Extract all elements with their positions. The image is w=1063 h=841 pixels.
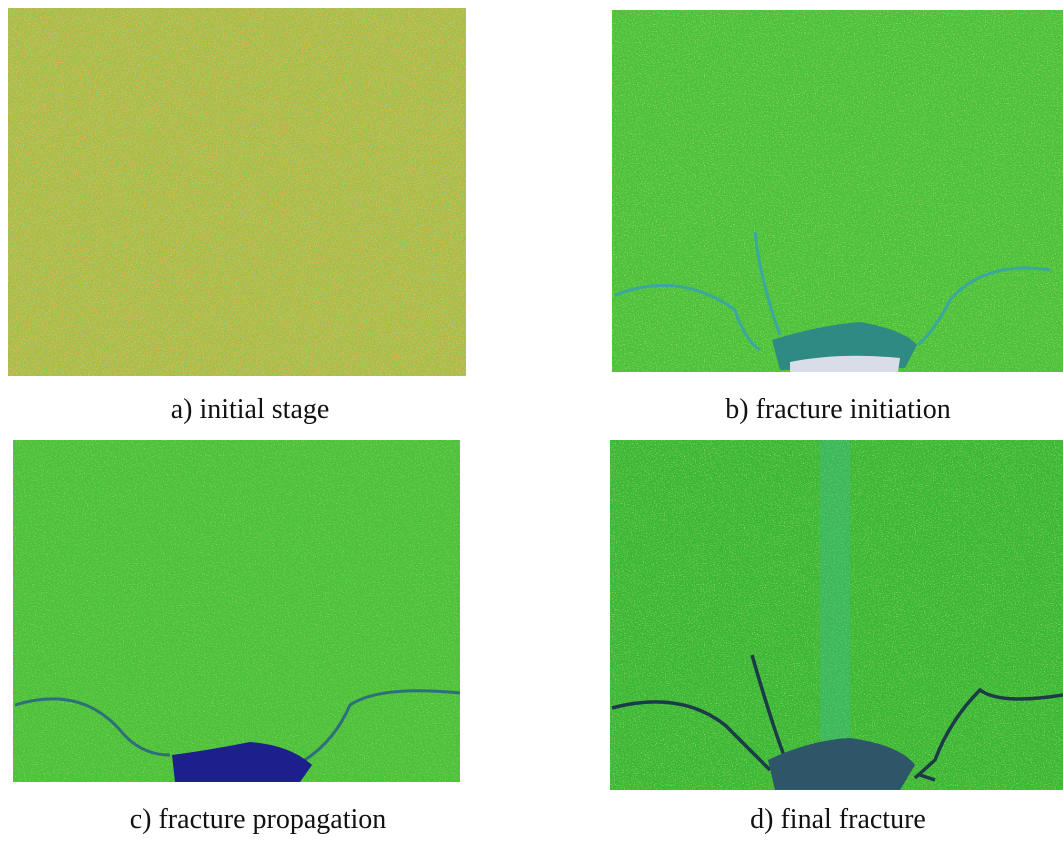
texture: [612, 10, 1063, 372]
figure: a) initial stage b) fracture initiation …: [0, 0, 1063, 841]
panel-b: b) fracture initiation: [612, 10, 1063, 425]
band: [820, 440, 850, 790]
caption: c) fracture propagation: [130, 804, 387, 835]
panel-a: a) initial stage: [8, 8, 466, 425]
panel-d: d) final fracture: [610, 440, 1063, 835]
texture: [13, 440, 460, 782]
texture: [8, 8, 466, 376]
page: {"panels": [ {"caption": "a) initial sta…: [0, 0, 1063, 841]
caption: b) fracture initiation: [725, 394, 950, 425]
caption: d) final fracture: [750, 804, 926, 835]
panel-c: c) fracture propagation: [13, 440, 460, 835]
caption: a) initial stage: [171, 394, 330, 425]
